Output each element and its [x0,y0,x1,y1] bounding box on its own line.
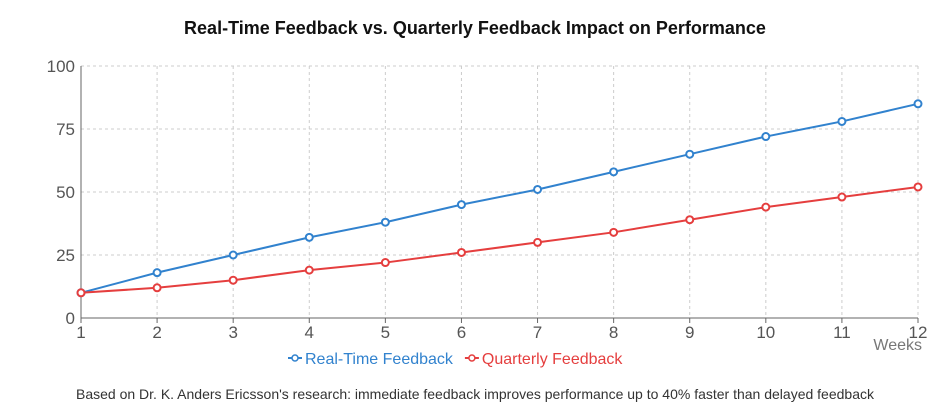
data-point [685,215,695,225]
data-point [228,250,238,260]
y-tick-label: 50 [56,183,75,202]
data-point [685,149,695,159]
legend-label: Real-Time Feedback [305,351,454,368]
data-point [761,202,771,212]
y-axis-label: Performance Score [24,56,41,194]
x-tick-label: 11 [833,323,851,342]
data-point [304,232,314,242]
data-point [533,184,543,194]
chart-title: Real-Time Feedback vs. Quarterly Feedbac… [184,18,766,38]
data-point [152,283,162,293]
data-point [761,132,771,142]
y-tick-label: 75 [56,120,75,139]
y-tick-label: 25 [56,246,75,265]
data-point [380,258,390,268]
x-tick-label: 6 [457,323,466,342]
data-point [913,99,923,109]
x-tick-label: 10 [756,323,775,342]
data-point [837,192,847,202]
legend-marker-icon [468,354,476,362]
data-point [533,237,543,247]
x-tick-label: 5 [381,323,390,342]
x-tick-label: 2 [152,323,161,342]
x-tick-label: 4 [305,323,314,342]
data-point [609,167,619,177]
data-point [380,217,390,227]
y-tick-label: 100 [47,57,75,76]
data-point [152,268,162,278]
legend-marker-icon [291,354,299,362]
footnote: Based on Dr. K. Anders Ericsson's resear… [76,386,874,402]
series-line-0 [80,102,919,294]
x-tick-label: 7 [533,323,542,342]
y-tick-label: 0 [66,309,75,328]
x-tick-label: 8 [609,323,618,342]
data-point [837,116,847,126]
data-point [456,247,466,257]
legend-label: Quarterly Feedback [482,351,624,368]
x-axis-label: Weeks [873,337,922,354]
x-tick-label: 1 [76,323,85,342]
data-point [456,200,466,210]
data-point [228,275,238,285]
x-tick-label: 9 [685,323,694,342]
series-line-1 [80,185,919,294]
x-tick-label: 12 [909,323,928,342]
data-point [913,182,923,192]
data-point [76,288,86,298]
data-point [304,265,314,275]
data-point [609,227,619,237]
x-tick-label: 3 [228,323,237,342]
